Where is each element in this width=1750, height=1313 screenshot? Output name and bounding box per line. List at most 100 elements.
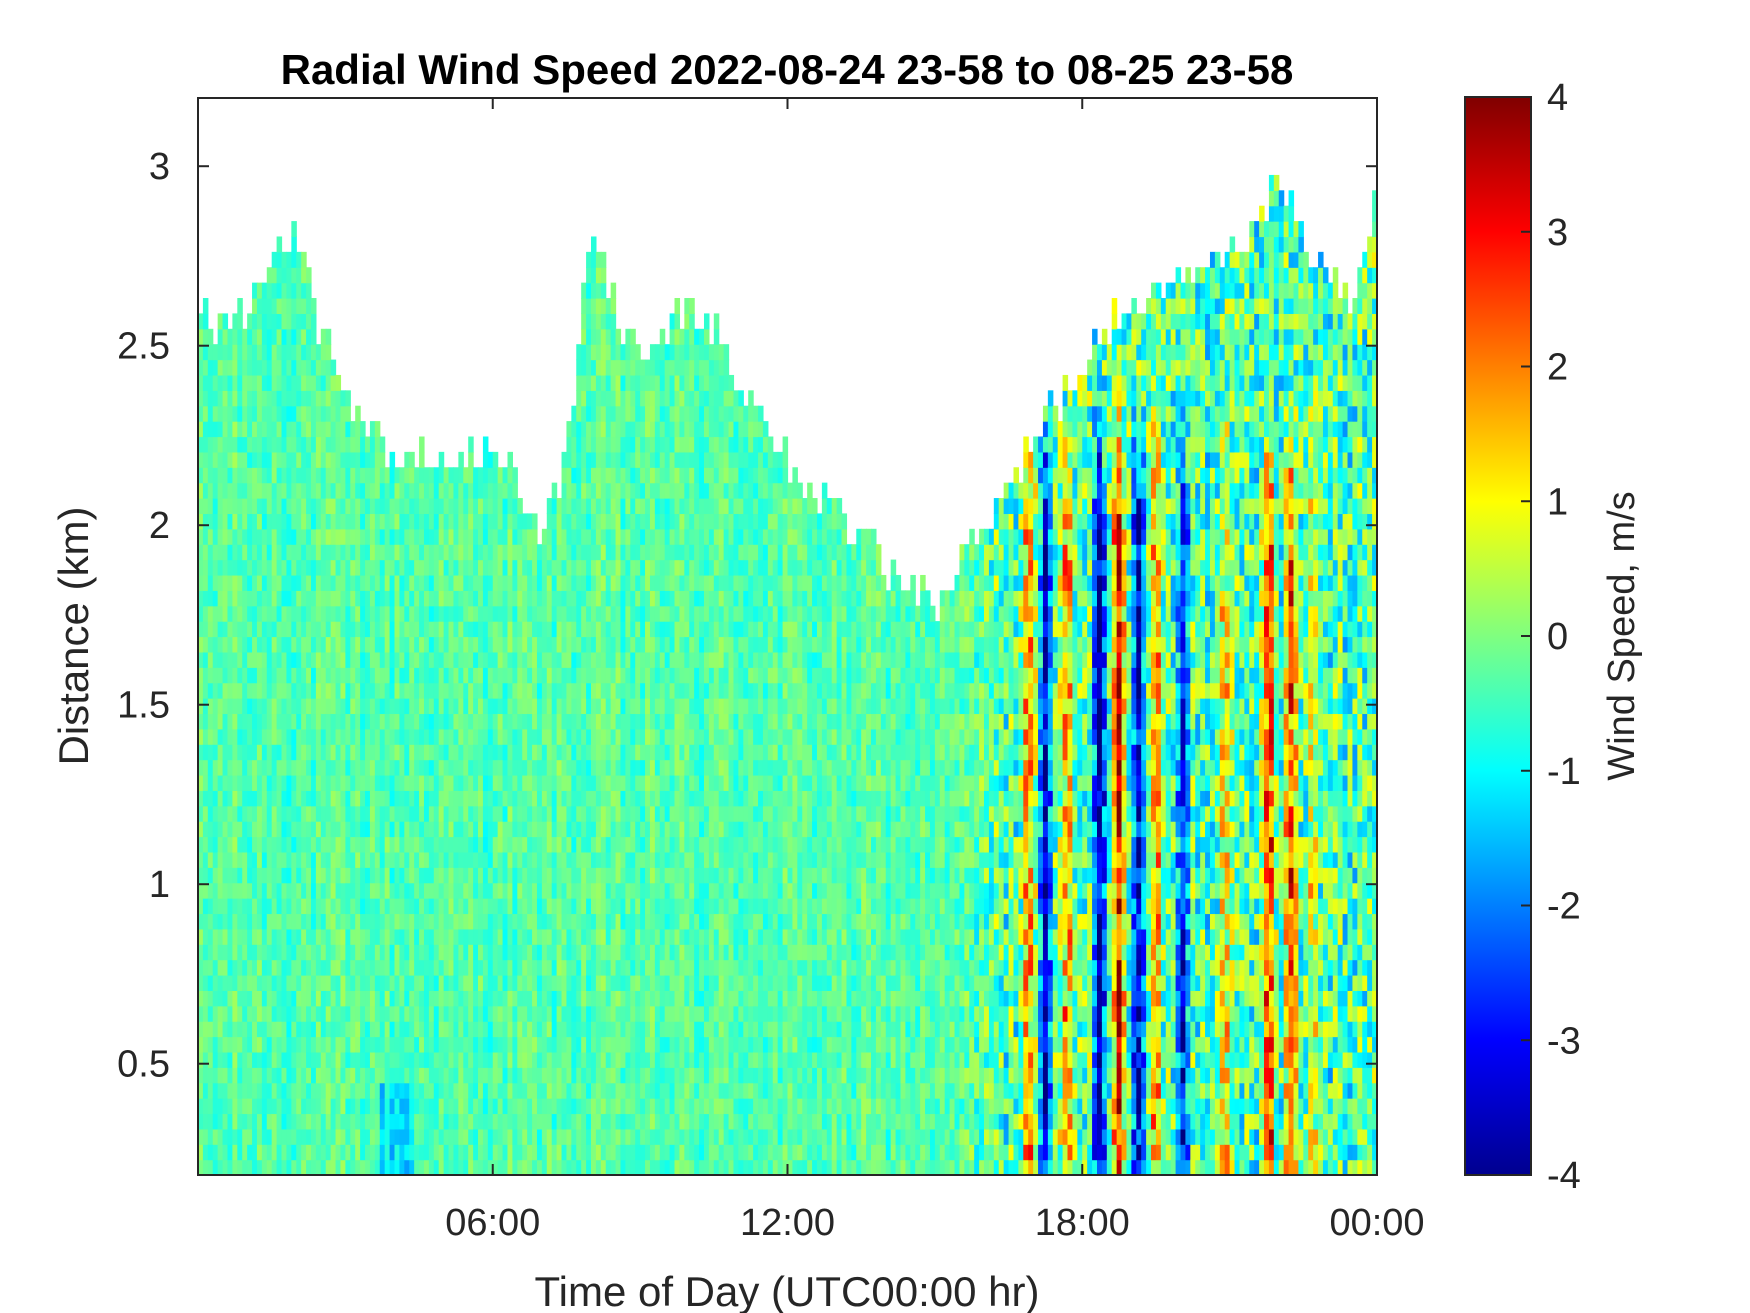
heatmap-cell	[350, 698, 356, 715]
heatmap-cell	[586, 251, 592, 268]
heatmap-cell	[669, 728, 676, 745]
heatmap-cell	[664, 559, 671, 576]
heatmap-cell	[325, 467, 332, 484]
heatmap-cell	[591, 1113, 597, 1130]
heatmap-cell	[335, 544, 342, 561]
heatmap-cell	[232, 744, 238, 761]
heatmap-cell	[320, 1036, 327, 1053]
heatmap-cell	[276, 1113, 283, 1130]
heatmap-cell	[404, 898, 410, 915]
heatmap-cell	[355, 436, 361, 453]
heatmap-cell	[414, 621, 420, 638]
heatmap-cell	[237, 1128, 243, 1145]
heatmap-cell	[227, 805, 233, 822]
heatmap-cell	[217, 359, 224, 376]
heatmap-cell	[482, 1021, 489, 1038]
heatmap-cell	[325, 974, 332, 991]
heatmap-cell	[306, 774, 312, 791]
heatmap-cell	[198, 621, 204, 638]
heatmap-cell	[369, 559, 376, 576]
heatmap-cell	[527, 513, 533, 530]
heatmap-cell	[247, 1159, 253, 1175]
heatmap-cell	[610, 913, 617, 930]
heatmap-cell	[669, 651, 676, 668]
heatmap-cell	[301, 821, 307, 838]
heatmap-cell	[468, 759, 474, 776]
heatmap-cell	[252, 574, 258, 591]
heatmap-cell	[605, 1051, 612, 1068]
heatmap-cell	[654, 544, 661, 561]
heatmap-cell	[438, 482, 445, 499]
heatmap-cell	[325, 544, 332, 561]
heatmap-cell	[615, 805, 622, 822]
heatmap-cell	[242, 898, 248, 915]
heatmap-cell	[261, 590, 268, 607]
heatmap-cell	[605, 1144, 612, 1161]
heatmap-cell	[301, 959, 307, 976]
heatmap-cell	[591, 513, 597, 530]
heatmap-cell	[345, 698, 351, 715]
heatmap-cell	[394, 590, 401, 607]
heatmap-cell	[384, 574, 391, 591]
heatmap-cell	[394, 990, 401, 1007]
heatmap-cell	[252, 913, 258, 930]
heatmap-cell	[453, 913, 459, 930]
heatmap-cell	[512, 1021, 518, 1038]
heatmap-cell	[315, 974, 322, 991]
heatmap-cell	[576, 851, 582, 868]
heatmap-cell	[271, 313, 278, 330]
heatmap-cell	[581, 667, 587, 684]
heatmap-cell	[310, 482, 317, 499]
heatmap-cell	[379, 944, 386, 961]
heatmap-cell	[551, 482, 558, 499]
heatmap-cell	[600, 421, 607, 438]
heatmap-cell	[581, 1021, 587, 1038]
heatmap-cell	[620, 867, 626, 884]
heatmap-cell	[271, 390, 278, 407]
heatmap-cell	[478, 713, 484, 730]
heatmap-cell	[581, 421, 587, 438]
heatmap-cell	[610, 374, 617, 391]
heatmap-cell	[492, 882, 499, 899]
heatmap-cell	[640, 1159, 646, 1175]
heatmap-cell	[296, 959, 302, 976]
heatmap-cell	[610, 544, 617, 561]
heatmap-cell	[546, 667, 553, 684]
heatmap-cell	[645, 1021, 651, 1038]
heatmap-cell	[468, 1159, 474, 1175]
heatmap-cell	[649, 698, 656, 715]
heatmap-cell	[497, 698, 504, 715]
heatmap-cell	[286, 836, 292, 853]
heatmap-cell	[306, 344, 312, 361]
heatmap-cell	[365, 913, 371, 930]
heatmap-cell	[276, 867, 283, 884]
heatmap-cell	[335, 974, 342, 991]
heatmap-cell	[536, 636, 543, 653]
heatmap-cell	[222, 359, 229, 376]
heatmap-cell	[468, 528, 474, 545]
heatmap-cell	[232, 1005, 238, 1022]
heatmap-cell	[315, 590, 322, 607]
heatmap-cell	[360, 1159, 366, 1175]
heatmap-cell	[345, 744, 351, 761]
heatmap-cell	[355, 821, 361, 838]
heatmap-cell	[291, 836, 297, 853]
heatmap-cell	[478, 1051, 484, 1068]
heatmap-cell	[640, 913, 646, 930]
heatmap-cell	[492, 1113, 499, 1130]
heatmap-cell	[610, 1098, 617, 1115]
heatmap-cell	[291, 974, 297, 991]
heatmap-cell	[379, 1036, 386, 1053]
heatmap-cell	[463, 667, 469, 684]
heatmap-cell	[517, 667, 523, 684]
heatmap-cell	[301, 651, 307, 668]
heatmap-cell	[566, 759, 572, 776]
heatmap-cell	[453, 1128, 459, 1145]
heatmap-cell	[620, 974, 626, 991]
heatmap-cell	[419, 621, 425, 638]
heatmap-cell	[276, 482, 283, 499]
heatmap-cell	[576, 928, 582, 945]
heatmap-cell	[369, 805, 376, 822]
heatmap-cell	[522, 590, 528, 607]
heatmap-cell	[546, 928, 553, 945]
